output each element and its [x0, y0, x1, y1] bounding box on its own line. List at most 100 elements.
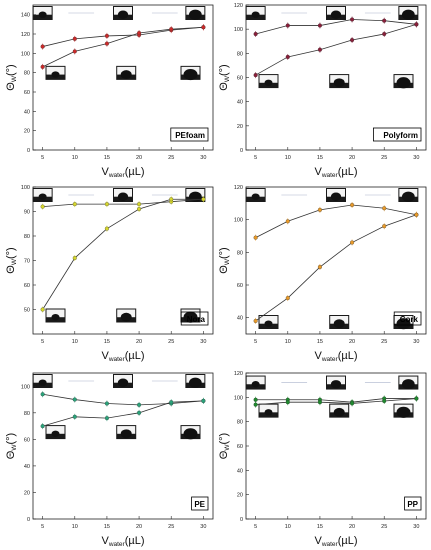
- data-point: [169, 27, 174, 32]
- droplet-image: [245, 375, 266, 390]
- y-tick-label: 20: [24, 490, 30, 496]
- x-tick-label: 25: [381, 524, 387, 530]
- data-point: [253, 73, 258, 78]
- data-point: [72, 49, 77, 54]
- x-tick-label: 10: [72, 524, 78, 530]
- y-tick-label: 20: [24, 129, 30, 135]
- material-label: PP: [407, 500, 418, 509]
- x-tick-label: 25: [168, 155, 174, 161]
- panel-nora: 50 60 70 80 90 100 5 10 15 20 25 30 Nora Vwater(µL) ΘW…: [5, 185, 214, 363]
- x-tick-label: 30: [413, 339, 419, 345]
- y-tick-label: 80: [24, 71, 30, 77]
- y-tick-label: 20: [237, 124, 243, 130]
- series-line-1: [255, 398, 417, 403]
- data-point: [285, 23, 290, 28]
- x-tick-label: 20: [136, 524, 142, 530]
- droplet-image: [258, 315, 279, 329]
- x-tick-label: 5: [254, 524, 257, 530]
- droplet-image: [329, 74, 350, 89]
- data-point: [253, 397, 258, 402]
- y-tick-label: 80: [237, 51, 243, 57]
- data-point: [40, 424, 45, 429]
- panel-pefoam: 0 20 40 60 80 100 120 140 5 10 15 20 25 30 PEfoam Vwate…: [5, 4, 214, 179]
- x-tick-label: 5: [41, 524, 44, 530]
- y-axis-label: ΘW(°): [5, 247, 18, 273]
- y-tick-label: 100: [234, 395, 243, 401]
- material-label: Cork: [400, 315, 419, 324]
- data-point: [285, 219, 290, 224]
- data-point: [72, 255, 77, 261]
- y-tick-label: 80: [237, 250, 243, 256]
- data-point: [285, 400, 290, 405]
- x-tick-label: 25: [381, 155, 387, 161]
- data-point: [137, 202, 142, 207]
- x-tick-label: 15: [317, 524, 323, 530]
- y-axis-label: ΘW(°): [218, 64, 231, 90]
- data-point: [72, 414, 77, 419]
- series-line-2: [42, 26, 204, 68]
- data-point: [137, 402, 142, 407]
- x-tick-label: 15: [104, 524, 110, 530]
- material-label-box: [404, 496, 422, 511]
- data-point: [414, 212, 419, 217]
- x-tick-label: 5: [41, 339, 44, 345]
- data-point: [169, 400, 174, 405]
- x-tick-label: 20: [349, 339, 355, 345]
- droplet-image: [116, 425, 137, 440]
- data-point: [350, 202, 355, 208]
- droplet-image: [45, 65, 66, 80]
- data-point: [137, 410, 142, 415]
- series-line-1: [42, 198, 204, 207]
- data-point: [350, 37, 355, 43]
- y-tick-label: 60: [237, 283, 243, 289]
- data-point: [317, 400, 322, 405]
- data-point: [137, 30, 142, 36]
- y-tick-label: 60: [24, 437, 30, 443]
- droplet-image: [326, 375, 346, 390]
- droplet-image: [180, 425, 201, 440]
- series-line-2: [255, 214, 417, 322]
- x-tick-label: 25: [168, 524, 174, 530]
- x-tick-label: 15: [317, 339, 323, 345]
- data-point: [40, 307, 45, 312]
- x-tick-label: 30: [200, 155, 206, 161]
- y-tick-label: 40: [237, 100, 243, 106]
- y-tick-label: 0: [240, 148, 243, 154]
- data-point: [382, 206, 387, 211]
- material-label: PE: [194, 500, 205, 509]
- data-point: [201, 197, 206, 202]
- data-point: [72, 397, 77, 402]
- y-tick-label: 40: [237, 316, 243, 322]
- x-axis-label: Vwater(µL): [101, 535, 144, 548]
- y-tick-label: 0: [27, 517, 30, 523]
- data-point: [40, 64, 45, 69]
- data-point: [253, 235, 258, 240]
- y-tick-label: 100: [21, 51, 30, 57]
- panel-pe: 0 20 40 60 80 100 5 10 15 20 25 30 PE Vwater(µL) ΘW(°): [5, 372, 214, 548]
- droplet-image: [32, 6, 53, 20]
- data-point: [169, 197, 174, 202]
- data-point: [285, 296, 290, 301]
- data-point: [382, 18, 387, 23]
- droplet-image: [258, 74, 279, 89]
- x-tick-label: 10: [72, 155, 78, 161]
- droplet-image: [32, 188, 53, 202]
- material-label-box: [191, 496, 209, 511]
- x-axis-label: Vwater(µL): [314, 535, 357, 548]
- data-point: [104, 41, 109, 46]
- plot-frame: [32, 372, 214, 520]
- y-tick-label: 0: [240, 517, 243, 523]
- data-point: [414, 22, 419, 27]
- x-tick-label: 5: [254, 155, 257, 161]
- series-line-2: [255, 23, 417, 76]
- droplet-image: [116, 308, 137, 323]
- droplet-image: [398, 6, 419, 20]
- y-axis-label: ΘW(°): [218, 433, 231, 459]
- droplet-image: [180, 65, 201, 81]
- droplet-image: [185, 374, 206, 388]
- x-tick-label: 15: [317, 155, 323, 161]
- data-point: [350, 240, 355, 245]
- y-tick-label: 60: [24, 90, 30, 96]
- series-line-2: [255, 398, 417, 406]
